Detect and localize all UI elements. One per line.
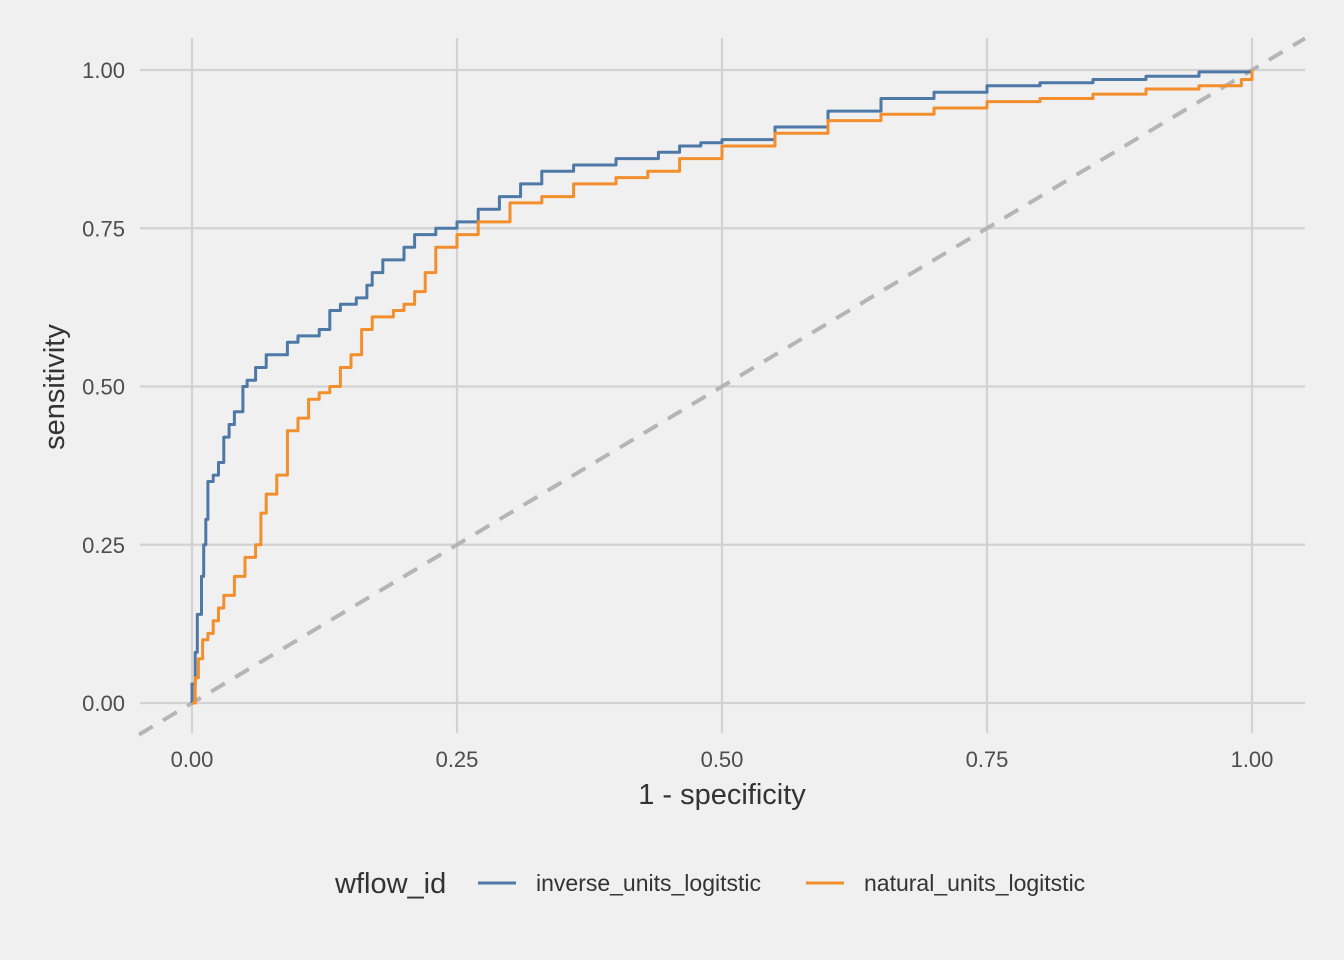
x-tick-label: 1.00 [1231, 747, 1274, 772]
x-axis-title: 1 - specificity [638, 779, 806, 811]
x-tick-label: 0.50 [701, 747, 744, 772]
x-axis-tick-labels: 0.00 0.25 0.50 0.75 1.00 [171, 747, 1274, 772]
y-axis-title: sensitivity [39, 324, 71, 450]
series-lines [190, 70, 1254, 705]
legend: wflow_id inverse_units_logitstic natural_… [334, 868, 1085, 900]
y-tick-label: 0.00 [82, 691, 125, 716]
x-tick-label: 0.00 [171, 747, 214, 772]
legend-title: wflow_id [334, 868, 446, 900]
y-tick-label: 1.00 [82, 58, 125, 83]
series-line-natural_units_logitstic [192, 70, 1254, 705]
y-tick-label: 0.50 [82, 375, 125, 400]
x-tick-label: 0.75 [966, 747, 1009, 772]
legend-label-inverse_units_logitstic: inverse_units_logitstic [536, 870, 761, 896]
diagonal-reference-line [137, 36, 1307, 737]
x-tick-label: 0.25 [436, 747, 479, 772]
y-tick-label: 0.75 [82, 216, 125, 241]
legend-label-natural_units_logitstic: natural_units_logitstic [864, 870, 1085, 896]
y-tick-label: 0.25 [82, 533, 125, 558]
diagonal-reference-group [137, 36, 1307, 737]
y-axis-tick-labels: 0.00 0.25 0.50 0.75 1.00 [82, 58, 125, 716]
series-line-inverse_units_logitstic [190, 70, 1254, 703]
